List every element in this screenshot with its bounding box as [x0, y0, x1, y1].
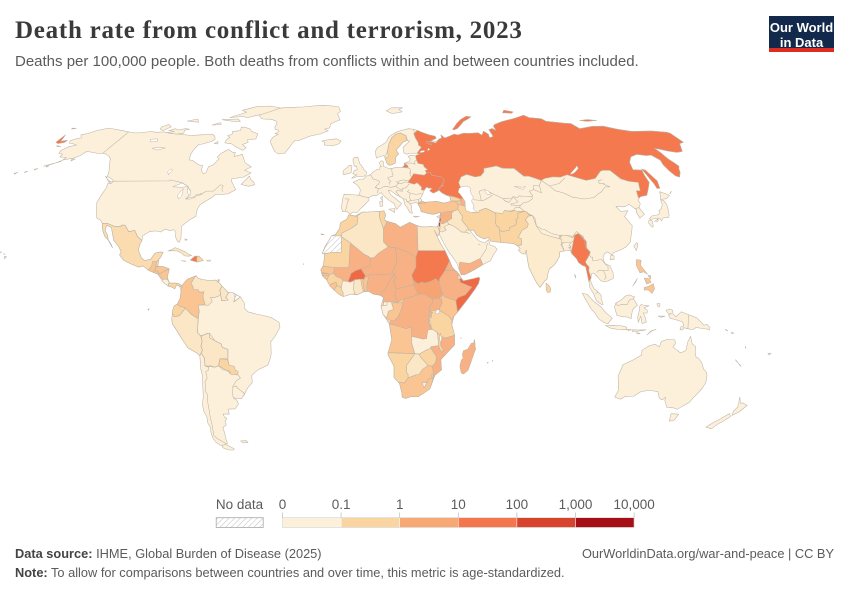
svg-text:1,000: 1,000: [559, 497, 593, 512]
svg-text:1: 1: [396, 497, 404, 512]
svg-text:0.1: 0.1: [332, 497, 351, 512]
svg-text:10,000: 10,000: [613, 497, 654, 512]
svg-text:100: 100: [506, 497, 529, 512]
svg-text:10: 10: [451, 497, 466, 512]
svg-text:0: 0: [279, 497, 287, 512]
svg-text:No data: No data: [216, 497, 264, 512]
